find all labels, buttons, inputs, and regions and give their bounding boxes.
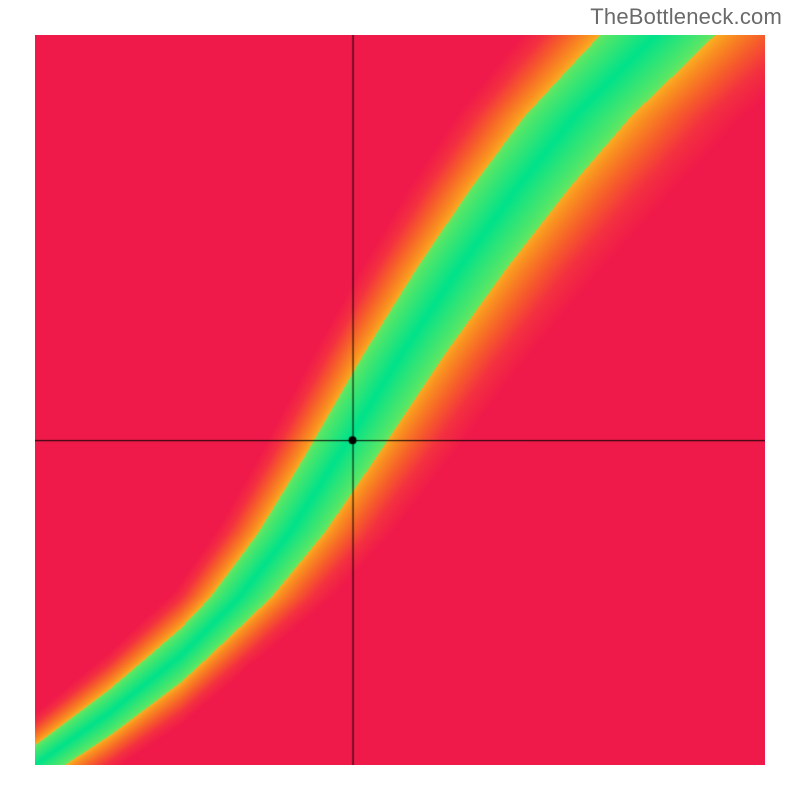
- crosshair-overlay: [35, 35, 765, 765]
- plot-area: [35, 35, 765, 765]
- chart-container: TheBottleneck.com: [0, 0, 800, 800]
- watermark-text: TheBottleneck.com: [590, 4, 782, 30]
